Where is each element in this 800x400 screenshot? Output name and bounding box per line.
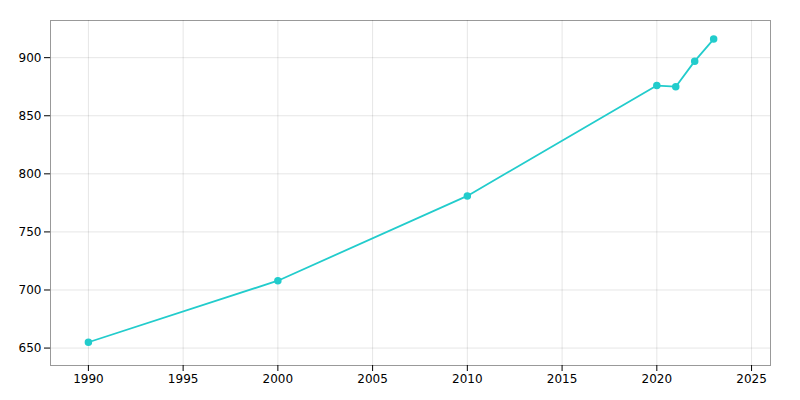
svg-text:650: 650 (19, 341, 42, 355)
svg-text:850: 850 (19, 109, 42, 123)
svg-text:2020: 2020 (642, 372, 673, 386)
svg-text:2015: 2015 (547, 372, 578, 386)
svg-text:1995: 1995 (168, 372, 199, 386)
svg-text:750: 750 (19, 225, 42, 239)
svg-text:2010: 2010 (452, 372, 483, 386)
svg-text:900: 900 (19, 51, 42, 65)
svg-text:2025: 2025 (736, 372, 767, 386)
svg-text:800: 800 (19, 167, 42, 181)
svg-text:700: 700 (19, 283, 42, 297)
svg-text:1990: 1990 (73, 372, 104, 386)
svg-text:2000: 2000 (263, 372, 294, 386)
svg-text:2005: 2005 (357, 372, 388, 386)
